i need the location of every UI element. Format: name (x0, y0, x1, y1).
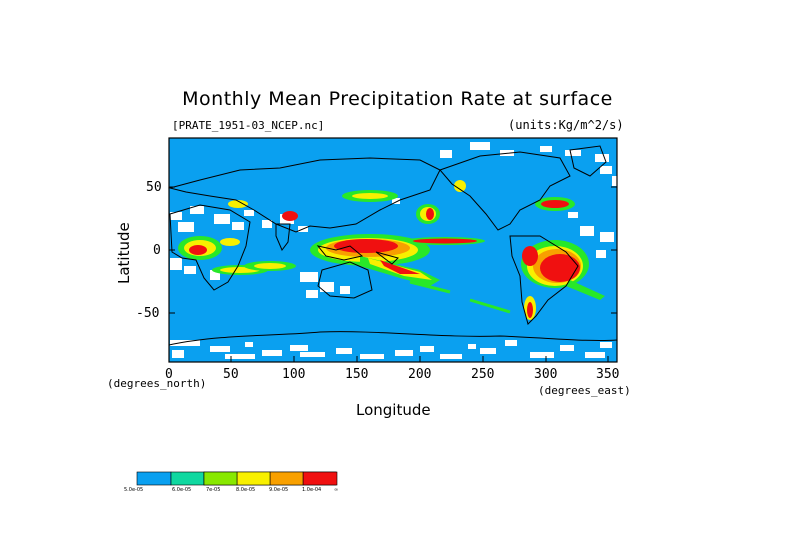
x-tick-250: 250 (471, 367, 495, 382)
x-tick-150: 150 (345, 367, 369, 382)
legend-label-5: 9.0e-05 (269, 487, 289, 493)
x-tick-200: 200 (408, 367, 432, 382)
x-tick-300: 300 (534, 367, 558, 382)
y-tick-marks (169, 186, 617, 314)
y-tick-minus50: -50 (136, 306, 160, 321)
legend-yellow-box (236, 471, 271, 486)
legend-red-box (302, 471, 338, 486)
legend-label-1: 5.0e-05 (124, 487, 144, 493)
x-unit-label: (degrees_east) (538, 384, 631, 397)
legend-label-2: 6.0e-05 (172, 487, 192, 493)
legend-label-4: 8.0e-05 (236, 487, 256, 493)
x-tick-100: 100 (282, 367, 306, 382)
legend-lime-box (203, 471, 238, 486)
legend-labels: 5.0e-05 6.0e-05 7e-05 8.0e-05 9.0e-05 1.… (124, 487, 364, 497)
y-axis-label: Latitude (115, 222, 133, 284)
legend-label-7: ∞ (334, 487, 339, 493)
x-tick-350: 350 (596, 367, 620, 382)
x-axis-label: Longitude (356, 401, 431, 419)
missing-data-south (170, 340, 612, 359)
units-label: (units:Kg/m^2/s) (508, 118, 624, 132)
y-unit-label: (degrees_north) (107, 377, 207, 390)
legend-label-6: 1.0e-04 (302, 487, 322, 493)
legend-orange-box (269, 471, 304, 486)
coastlines (168, 145, 618, 346)
map-title: Monthly Mean Precipitation Rate at surfa… (182, 88, 613, 110)
x-tick-0: 0 (165, 367, 173, 382)
y-tick-0: 0 (153, 243, 161, 258)
file-label: [PRATE_1951-03_NCEP.nc] (172, 119, 325, 132)
x-tick-marks (168, 356, 609, 362)
y-tick-50: 50 (146, 180, 162, 195)
x-tick-50: 50 (223, 367, 239, 382)
legend-label-3: 7e-05 (206, 487, 221, 493)
